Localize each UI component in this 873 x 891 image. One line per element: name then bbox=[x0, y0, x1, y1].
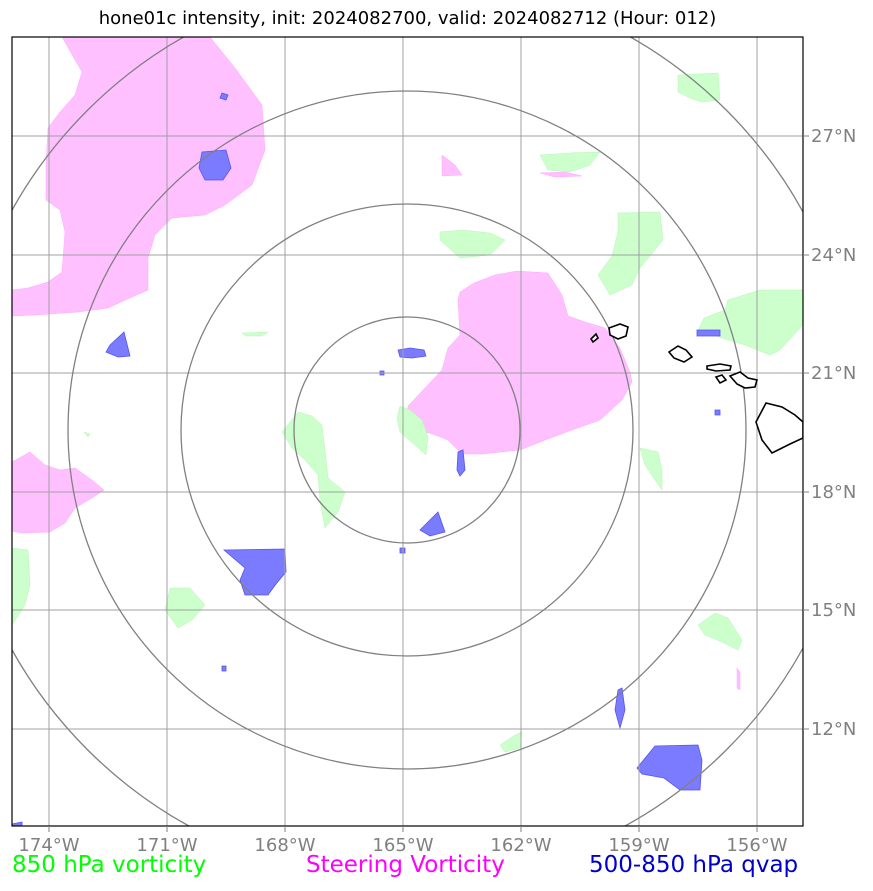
map-frame bbox=[11, 36, 804, 827]
vorticity-850-g bbox=[396, 405, 429, 456]
legend-850-vorticity: 850 hPa vorticity bbox=[12, 852, 207, 878]
lon-tick-label: 168°W bbox=[254, 835, 315, 856]
qvap-dot-3 bbox=[221, 665, 227, 672]
vorticity-850-b bbox=[539, 151, 601, 173]
lon-tick-label: 171°W bbox=[136, 835, 197, 856]
longitude-labels: 174°W 171°W 168°W 165°W 162°W 159°W 156°… bbox=[18, 835, 787, 856]
range-ring-2 bbox=[180, 203, 634, 657]
lat-tick-label: 27°N bbox=[811, 126, 856, 147]
vorticity-850-d bbox=[597, 211, 664, 296]
qvap-center-north bbox=[397, 347, 427, 359]
range-ring-3 bbox=[67, 90, 747, 770]
steering-vorticity-small-2 bbox=[539, 171, 583, 178]
niihau-island bbox=[589, 332, 600, 344]
qvap-nw-dot bbox=[219, 92, 229, 101]
qvap-center-south bbox=[419, 511, 446, 537]
vorticity-850-n bbox=[83, 431, 91, 438]
tick-marks bbox=[48, 135, 809, 832]
vorticity-850-k bbox=[697, 612, 743, 651]
steering-vorticity-small-3 bbox=[736, 667, 741, 691]
steering-vorticity-small-1 bbox=[441, 154, 463, 177]
qvap-dot-4 bbox=[12, 821, 23, 826]
hawaii-island bbox=[755, 402, 803, 455]
qvap-se-sliver bbox=[614, 687, 626, 730]
vorticity-850-l bbox=[499, 731, 523, 753]
oahu-island bbox=[667, 345, 694, 363]
lon-tick-label: 174°W bbox=[18, 835, 79, 856]
lat-tick-label: 15°N bbox=[811, 600, 856, 621]
hawaiian-islands bbox=[589, 323, 803, 455]
vorticity-850-m bbox=[241, 331, 269, 337]
vorticity-850-i bbox=[12, 547, 31, 626]
graticule bbox=[12, 37, 803, 826]
steering-vorticity-center bbox=[404, 270, 633, 455]
lat-tick-label: 12°N bbox=[811, 719, 856, 740]
map-title: hone01c intensity, init: 2024082700, val… bbox=[98, 8, 717, 29]
steering-vorticity-nw bbox=[12, 37, 266, 317]
maui-island bbox=[728, 371, 759, 389]
range-rings bbox=[12, 37, 803, 826]
vorticity-850-j bbox=[164, 587, 206, 629]
vorticity-850-c bbox=[439, 229, 506, 259]
qvap-east-dot bbox=[714, 409, 721, 416]
qvap-areas bbox=[12, 92, 721, 826]
lon-tick-label: 165°W bbox=[372, 835, 433, 856]
qvap-sw-blob bbox=[222, 548, 287, 596]
latitude-labels: 27°N 24°N 21°N 18°N 15°N 12°N bbox=[811, 126, 856, 740]
lat-tick-label: 21°N bbox=[811, 363, 856, 384]
lon-tick-label: 159°W bbox=[608, 835, 669, 856]
lon-tick-label: 156°W bbox=[726, 835, 787, 856]
qvap-west-tri bbox=[105, 331, 131, 358]
range-ring-1 bbox=[293, 316, 521, 544]
vorticity-850-f bbox=[281, 411, 346, 529]
vorticity-850-h bbox=[639, 447, 663, 491]
lat-tick-label: 24°N bbox=[811, 245, 856, 266]
kauai-island bbox=[608, 323, 629, 340]
map-content bbox=[12, 37, 803, 826]
qvap-east-small bbox=[696, 329, 721, 337]
lanai-island bbox=[714, 374, 728, 385]
steering-vorticity-areas bbox=[12, 37, 741, 691]
lon-tick-label: 162°W bbox=[490, 835, 551, 856]
molokai-island bbox=[706, 363, 732, 372]
qvap-nw-blob bbox=[198, 149, 232, 181]
legend-steering-vorticity: Steering Vorticity bbox=[306, 852, 505, 878]
qvap-center-sliver bbox=[456, 449, 466, 477]
vorticity-850-areas bbox=[12, 72, 803, 753]
qvap-se-blob bbox=[636, 744, 703, 791]
lat-tick-label: 18°N bbox=[811, 482, 856, 503]
legend-qvap: 500-850 hPa qvap bbox=[589, 852, 799, 878]
vorticity-850-e bbox=[697, 289, 803, 356]
